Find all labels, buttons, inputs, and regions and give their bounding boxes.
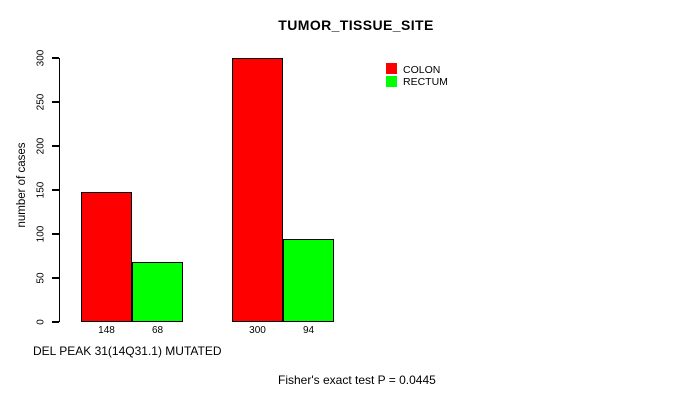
bar-value-label: 68 — [151, 325, 164, 336]
chart-title: TUMOR_TISSUE_SITE — [278, 17, 434, 33]
legend-label: COLON — [403, 63, 441, 76]
y-tick-label: 150 — [35, 181, 47, 199]
bar-value-label: 94 — [302, 325, 315, 336]
y-tick-mark — [52, 145, 59, 147]
bar-colon-group1 — [81, 191, 132, 322]
bar-colon-group2 — [232, 58, 283, 322]
y-tick-mark — [52, 321, 59, 323]
fisher-test-annotation: Fisher's exact test P = 0.0445 — [278, 373, 436, 387]
legend-label: RECTUM — [403, 76, 448, 88]
y-tick-mark — [52, 57, 59, 59]
y-tick-mark — [52, 101, 59, 103]
legend-swatch-colon — [386, 63, 397, 74]
bar-value-label: 148 — [98, 325, 115, 336]
bar-value-label: 300 — [249, 325, 266, 336]
y-tick-label: 100 — [35, 225, 47, 243]
y-tick-label: 50 — [35, 272, 47, 284]
y-tick-label: 200 — [35, 137, 47, 155]
y-tick-label: 250 — [35, 93, 47, 111]
y-tick-mark — [52, 277, 59, 279]
y-tick-mark — [52, 189, 59, 191]
bar-rectum-group1 — [132, 262, 183, 322]
y-tick-label: 0 — [35, 319, 47, 325]
bar-rectum-group2 — [283, 239, 334, 322]
y-tick-mark — [52, 233, 59, 235]
y-axis-label: number of cases — [16, 142, 28, 228]
y-axis-line — [59, 58, 61, 322]
y-tick-label: 300 — [35, 49, 47, 67]
x-axis-label: DEL PEAK 31(14Q31.1) MUTATED — [33, 344, 222, 358]
legend-swatch-rectum — [386, 75, 397, 87]
